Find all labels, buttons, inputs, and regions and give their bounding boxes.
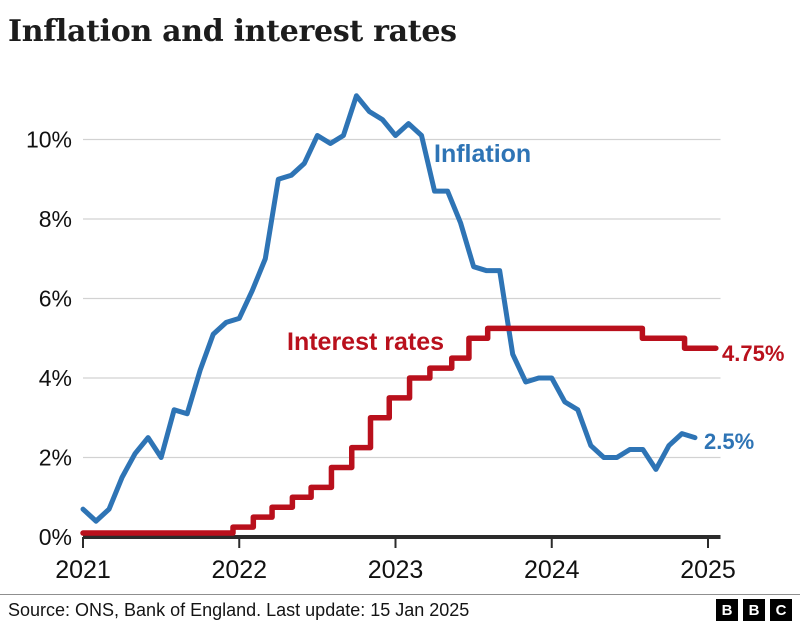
svg-text:0%: 0% <box>39 524 72 550</box>
bbc-logo-block-b1: B <box>716 599 738 621</box>
interest-rates-end-value-label: 4.75% <box>722 341 785 366</box>
svg-text:2022: 2022 <box>211 556 267 584</box>
svg-text:2023: 2023 <box>368 556 424 584</box>
svg-text:6%: 6% <box>39 286 72 312</box>
svg-text:2%: 2% <box>39 445 72 471</box>
bbc-logo-block-b2: B <box>743 599 765 621</box>
bbc-logo: B B C <box>716 599 792 621</box>
bbc-logo-block-c: C <box>770 599 792 621</box>
inflation-series-label: Inflation <box>434 140 532 168</box>
svg-text:2025: 2025 <box>680 556 736 584</box>
svg-text:2024: 2024 <box>524 556 580 584</box>
line-chart: 2021 2022 2023 2024 2025 0% 2% 4% 6% 8% 10% <box>26 93 736 584</box>
interest-rates-series-label: Interest rates <box>287 328 445 356</box>
footer: Source: ONS, Bank of England. Last updat… <box>0 594 800 625</box>
svg-text:2021: 2021 <box>55 556 111 584</box>
chart-title: Inflation and interest rates <box>8 14 457 49</box>
inflation-end-value-label: 2.5% <box>704 429 755 454</box>
svg-text:4%: 4% <box>39 365 72 391</box>
source-text: Source: ONS, Bank of England. Last updat… <box>8 599 470 620</box>
svg-text:10%: 10% <box>26 127 72 153</box>
svg-text:8%: 8% <box>39 206 72 232</box>
